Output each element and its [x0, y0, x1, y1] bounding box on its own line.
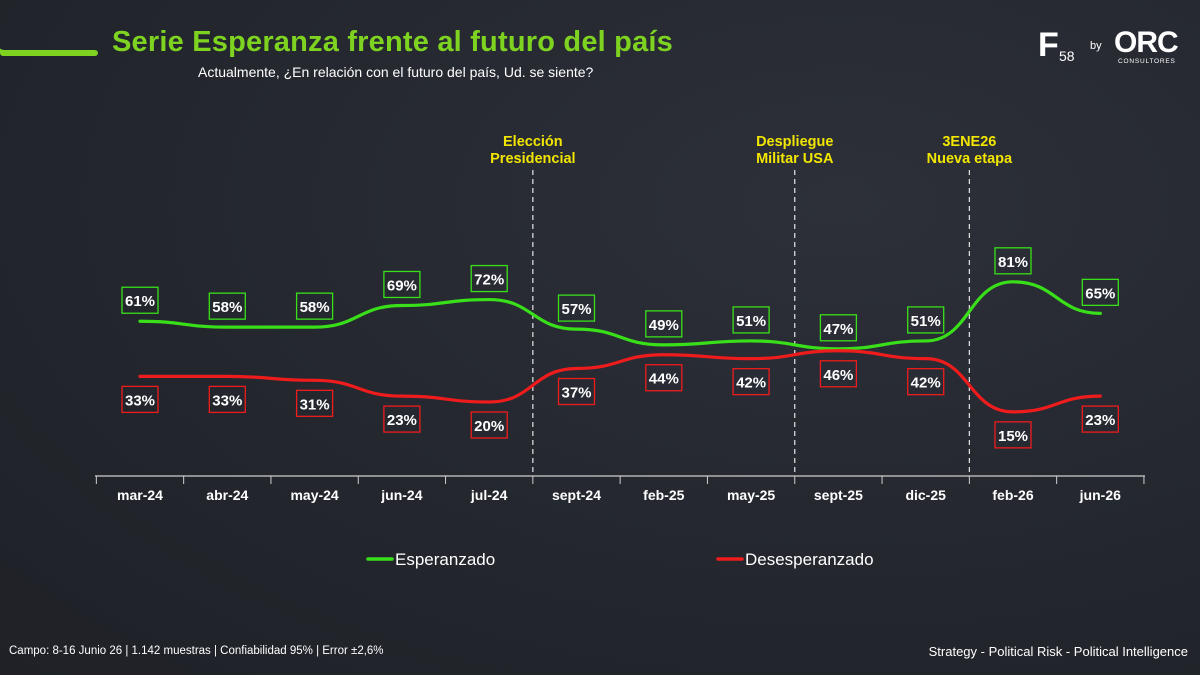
event-annotation-label: 3ENE26 [942, 134, 996, 150]
brand-logo: F 58 by ORC CONSULTORES [1034, 28, 1184, 73]
data-label: 49% [649, 317, 679, 334]
data-label: 47% [823, 321, 853, 338]
logo-consultores: CONSULTORES [1118, 58, 1176, 65]
data-label-box [819, 360, 858, 388]
data-label-box [907, 368, 945, 396]
event-annotation-label: Militar USA [756, 151, 834, 167]
series-line-desesperanzado [138, 349, 1102, 414]
x-tick-label: may-25 [727, 487, 775, 503]
data-label: 15% [998, 428, 1028, 445]
event-annotation-label: Presidencial [490, 151, 575, 167]
data-label-box [121, 286, 159, 314]
data-label-box [383, 270, 421, 299]
data-label: 61% [125, 293, 155, 310]
data-label-box [208, 292, 246, 320]
data-label-box [994, 247, 1032, 275]
x-tick-label: jun-24 [380, 487, 422, 503]
data-label: 31% [300, 396, 330, 413]
page-title: Serie Esperanza frente al futuro del paí… [112, 26, 673, 58]
x-tick-label: may-24 [290, 487, 338, 503]
data-label-box [907, 306, 945, 334]
data-label: 65% [1085, 285, 1115, 302]
data-label-box [557, 377, 596, 406]
data-label: 33% [212, 392, 242, 409]
logo-by: by [1090, 40, 1102, 52]
logo-number: 58 [1059, 48, 1075, 64]
data-label-box [994, 421, 1032, 449]
data-label-box [1081, 405, 1119, 433]
data-label-box [645, 364, 683, 392]
data-label-box [295, 292, 334, 320]
data-label: 20% [474, 418, 504, 435]
data-label-box [470, 264, 508, 293]
data-label: 42% [736, 375, 766, 392]
x-tick-label: mar-24 [117, 487, 163, 503]
series-line-esperanzado [138, 280, 1102, 351]
data-label-box [1081, 278, 1119, 307]
x-tick-label: feb-26 [992, 487, 1033, 503]
data-label-box [295, 389, 334, 417]
data-label: 58% [212, 299, 242, 316]
event-annotation-label: Nueva etapa [927, 151, 1013, 167]
fieldwork-note: Campo: 8-16 Junio 26 | 1.142 muestras | … [9, 645, 384, 657]
data-label: 44% [649, 371, 679, 388]
data-label-box [732, 306, 770, 334]
data-label-box [645, 310, 683, 338]
legend-label: Desesperanzado [745, 550, 874, 569]
x-tick-label: sept-24 [552, 487, 601, 503]
x-tick-label: dic-25 [905, 487, 946, 503]
data-label: 42% [911, 375, 941, 392]
data-label: 69% [387, 277, 417, 294]
data-label: 58% [300, 299, 330, 316]
data-label: 72% [474, 272, 504, 289]
data-label: 33% [125, 392, 155, 409]
data-label: 57% [561, 301, 591, 318]
data-label-box [121, 385, 159, 414]
data-label: 23% [387, 412, 417, 429]
x-tick-label: jul-24 [470, 487, 508, 503]
data-label-box [470, 411, 508, 439]
legend-label: Esperanzado [395, 550, 495, 569]
x-tick-label: feb-25 [643, 487, 684, 503]
event-annotation-label: Despliegue [756, 134, 833, 150]
logo-orc: ORC [1114, 26, 1179, 59]
data-label: 23% [1085, 412, 1115, 429]
data-label: 81% [998, 254, 1028, 271]
x-tick-label: abr-24 [206, 487, 248, 503]
data-label-box [208, 385, 246, 414]
data-label-box [557, 294, 596, 322]
data-label-box [819, 314, 858, 342]
x-tick-label: sept-25 [814, 487, 863, 503]
data-label: 37% [561, 385, 591, 402]
logo-f-mark: F [1038, 26, 1059, 64]
x-tick-label: jun-26 [1079, 487, 1121, 503]
data-label: 51% [911, 313, 941, 330]
title-accent-bar [0, 50, 98, 56]
event-annotation-label: Elección [503, 134, 563, 150]
data-label: 46% [823, 367, 853, 384]
data-label-box [732, 368, 770, 396]
data-label-box [383, 405, 421, 433]
page-subtitle: Actualmente, ¿En relación con el futuro … [198, 64, 594, 80]
data-label: 51% [736, 313, 766, 330]
tagline: Strategy - Political Risk - Political In… [928, 644, 1188, 659]
